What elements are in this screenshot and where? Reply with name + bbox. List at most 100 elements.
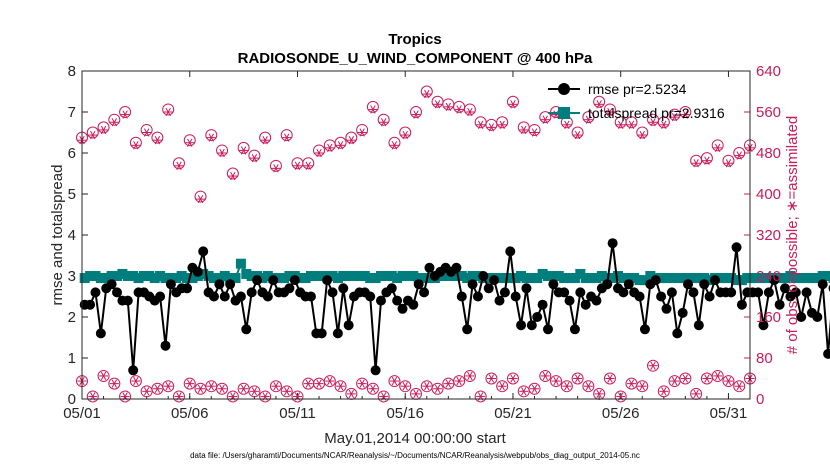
rmse-marker (602, 279, 612, 289)
legend-spread-label: totalspread pr=2.9316 (588, 105, 725, 121)
rmse-marker (371, 365, 381, 375)
y-tick-label-left: 2 (68, 309, 76, 326)
rmse-marker (753, 287, 763, 297)
rmse-marker (737, 300, 747, 310)
rmse-marker (128, 365, 138, 375)
rmse-marker (608, 238, 618, 248)
rmse-marker (268, 275, 278, 285)
rmse-marker (198, 246, 208, 256)
rmse-marker (495, 296, 505, 306)
rmse-marker (306, 292, 316, 302)
y-tick-label-right: 80 (756, 350, 773, 367)
rmse-marker (591, 296, 601, 306)
rmse-marker (500, 287, 510, 297)
rmse-marker (532, 312, 542, 322)
rmse-marker (284, 283, 294, 293)
rmse-marker (699, 279, 709, 289)
rmse-marker (328, 287, 338, 297)
rmse-marker (333, 328, 343, 338)
rmse-marker (565, 296, 575, 306)
rmse-marker (575, 287, 585, 297)
y-tick-label-right: 640 (756, 63, 781, 80)
rmse-marker (96, 328, 106, 338)
rmse-marker (166, 279, 176, 289)
rmse-marker (640, 324, 650, 334)
rmse-marker (651, 275, 661, 285)
rmse-marker (408, 300, 418, 310)
rmse-marker (802, 287, 812, 297)
rmse-marker (818, 279, 828, 289)
rmse-marker (683, 279, 693, 289)
data-file-footnote: data file: /Users/gharamti/Documents/NCA… (190, 451, 640, 460)
rmse-marker (317, 328, 327, 338)
rmse-marker (376, 296, 386, 306)
rmse-marker (241, 324, 251, 334)
rmse-marker (705, 292, 715, 302)
rmse-marker (710, 275, 720, 285)
totalspread-marker (236, 259, 246, 269)
y-tick-label-right: 560 (756, 104, 781, 121)
y-tick-label-right: 480 (756, 145, 781, 162)
rmse-marker (419, 287, 429, 297)
rmse-marker (662, 304, 672, 314)
legend-spread-marker (558, 107, 570, 119)
rmse-marker (155, 292, 165, 302)
rmse-marker (220, 292, 230, 302)
y-tick-label-right: 400 (756, 186, 781, 203)
rmse-marker (107, 279, 117, 289)
rmse-marker (688, 287, 698, 297)
rmse-marker (90, 287, 100, 297)
rmse-marker (414, 279, 424, 289)
rmse-marker (484, 283, 494, 293)
rmse-marker (570, 324, 580, 334)
y-tick-label-right: 160 (756, 309, 781, 326)
rmse-marker (656, 292, 666, 302)
rmse-marker (812, 312, 822, 322)
rmse-marker (635, 292, 645, 302)
rmse-marker (505, 246, 515, 256)
x-tick-label: 05/01 (63, 405, 101, 422)
rmse-marker (344, 320, 354, 330)
rmse-marker (478, 271, 488, 281)
y-tick-label-right: 240 (756, 268, 781, 285)
rmse-marker (764, 287, 774, 297)
rmse-marker (489, 275, 499, 285)
rmse-marker (581, 300, 591, 310)
x-tick-label: 05/16 (386, 405, 424, 422)
rmse-marker (182, 283, 192, 293)
rmse-marker (527, 320, 537, 330)
rmse-marker (236, 292, 246, 302)
rmse-marker (424, 263, 434, 273)
x-tick-label: 05/31 (710, 405, 748, 422)
rmse-marker (252, 275, 262, 285)
rmse-marker (543, 324, 553, 334)
y-tick-label-left: 3 (68, 268, 76, 285)
rmse-marker (521, 283, 531, 293)
rmse-marker (538, 300, 548, 310)
rmse-marker (365, 292, 375, 302)
rmse-marker (85, 300, 95, 310)
rmse-marker (624, 279, 634, 289)
rmse-marker (161, 341, 171, 351)
rmse-marker (387, 283, 397, 293)
legend-rmse-label: rmse pr=2.5234 (588, 81, 687, 97)
rmse-marker (457, 292, 467, 302)
rmse-marker (209, 292, 219, 302)
rmse-marker (511, 292, 521, 302)
rmse-marker (618, 287, 628, 297)
y-tick-label-right: 320 (756, 227, 781, 244)
legend-rmse-marker (558, 83, 570, 95)
rmse-marker (678, 308, 688, 318)
x-tick-label: 05/06 (171, 405, 209, 422)
rmse-marker (290, 275, 300, 285)
y-tick-label-left: 4 (68, 227, 76, 244)
rmse-marker (398, 304, 408, 314)
x-tick-label: 05/11 (279, 405, 315, 422)
rmse-marker (193, 267, 203, 277)
rmse-marker (672, 328, 682, 338)
